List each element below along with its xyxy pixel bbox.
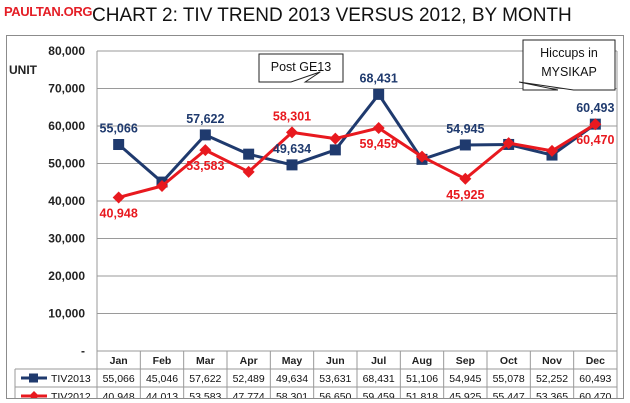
y-tick-label: 30,000: [48, 232, 85, 246]
data-label: 40,948: [100, 206, 138, 220]
chart-area: - 10,000 20,000 30,000 40,000 50,000 60,000 70,…: [6, 35, 624, 403]
y-tick-label: 10,000: [48, 307, 85, 321]
y-tick-label: -: [81, 344, 85, 358]
data-point-tiv2012: [112, 191, 125, 204]
table-cell: 40,948: [103, 391, 135, 398]
x-tick-label: Sep: [456, 355, 475, 367]
data-point-tiv2013: [373, 88, 385, 100]
table-cell: 52,252: [536, 373, 568, 385]
x-tick-label: Feb: [153, 355, 172, 367]
callout-box: [518, 39, 616, 91]
callout-hiccups: Hiccups in MYSIKAP: [518, 39, 616, 91]
x-tick-label: Apr: [240, 355, 258, 367]
data-point-tiv2013: [459, 139, 471, 151]
table-cell: 45,925: [449, 391, 481, 398]
table-cell: 55,066: [103, 373, 135, 385]
x-tick-label: Mar: [196, 355, 215, 367]
table-cell: 51,818: [406, 391, 438, 398]
x-tick-label: Nov: [542, 355, 562, 367]
data-point-tiv2013: [243, 148, 255, 160]
callout-text: Hiccups in: [540, 46, 598, 60]
series-line-tiv2012: [118, 122, 597, 199]
x-tick-label: May: [282, 355, 303, 367]
x-tick-label: Oct: [500, 355, 518, 367]
y-tick-label: 80,000: [48, 44, 85, 58]
table-cell: 45,046: [146, 373, 178, 385]
callout-box: [258, 53, 344, 83]
x-tick-label: Dec: [586, 355, 605, 367]
data-point-tiv2013: [286, 159, 298, 171]
y-tick-label: 20,000: [48, 269, 85, 283]
data-point-tiv2012: [459, 172, 472, 185]
table-cell: 52,489: [233, 373, 265, 385]
data-label: 68,431: [360, 71, 398, 85]
table-cell: 57,622: [189, 373, 221, 385]
x-tick-label: Jun: [326, 355, 345, 367]
legend-marker: [29, 391, 39, 401]
chart-title: CHART 2: TIV TREND 2013 VERSUS 2012, BY …: [92, 5, 572, 26]
table-cell: 47,774: [233, 391, 265, 398]
data-label: 53,583: [186, 159, 224, 173]
data-label: 49,634: [273, 142, 311, 156]
brand-logo: PAULTAN.ORG: [4, 4, 93, 19]
data-point-tiv2013: [329, 144, 341, 156]
data-point-tiv2012: [589, 118, 602, 131]
data-point-tiv2012: [372, 122, 385, 135]
data-label: 54,945: [446, 122, 484, 136]
chart-svg: - 10,000 20,000 30,000 40,000 50,000 60,000 70,…: [9, 39, 618, 403]
table-cell: 60,493: [579, 373, 611, 385]
legend-marker: [29, 373, 38, 383]
table-cell: 49,634: [276, 373, 308, 385]
y-tick-label: 50,000: [48, 157, 85, 171]
data-point-tiv2012: [242, 165, 255, 178]
table-cell: 60,470: [579, 391, 611, 398]
y-tick-label: 70,000: [48, 82, 85, 96]
table-cell: 55,078: [493, 373, 525, 385]
callout-post-ge13: Post GE13: [258, 53, 344, 83]
table-cell: 59,459: [363, 391, 395, 398]
table-cell: 53,631: [319, 373, 351, 385]
data-point-tiv2012: [286, 126, 298, 139]
callout-text: MYSIKAP: [541, 65, 597, 79]
data-label: 45,925: [446, 188, 484, 202]
table-cell: 55,447: [493, 391, 525, 398]
y-tick-label: 60,000: [48, 119, 85, 133]
data-label: 59,459: [360, 137, 398, 151]
data-label: 60,470: [576, 133, 614, 147]
data-point-tiv2012: [416, 150, 428, 163]
y-tick-label: 40,000: [48, 194, 85, 208]
table-cell: 53,583: [189, 391, 221, 398]
x-tick-label: Jul: [371, 355, 386, 367]
table-cell: 51,106: [406, 373, 438, 385]
legend-label: TIV2012: [51, 391, 91, 398]
x-tick-label: Jan: [110, 355, 128, 367]
data-label: 55,066: [100, 122, 138, 136]
data-point-tiv2012: [329, 132, 342, 145]
data-point-tiv2012: [502, 137, 515, 150]
x-tick-label: Aug: [412, 355, 432, 367]
data-label: 60,493: [576, 101, 614, 115]
data-point-tiv2012: [156, 179, 168, 192]
table-cell: 53,365: [536, 391, 568, 398]
callout-text: Post GE13: [271, 60, 331, 74]
data-point-tiv2012: [199, 144, 212, 157]
data-point-tiv2013: [113, 139, 125, 151]
series-line-tiv2013: [117, 92, 597, 184]
data-point-tiv2012: [546, 144, 558, 157]
table-cell: 56,650: [319, 391, 351, 398]
table-cell: 44,013: [146, 391, 178, 398]
y-axis-label: UNIT: [9, 63, 38, 77]
table-cell: 58,301: [276, 391, 308, 398]
data-point-tiv2013: [199, 129, 211, 141]
table-cell: 54,945: [449, 373, 481, 385]
data-label: 58,301: [273, 109, 311, 123]
table-cell: 68,431: [363, 373, 395, 385]
legend-label: TIV2013: [51, 373, 91, 385]
data-label: 57,622: [186, 112, 224, 126]
